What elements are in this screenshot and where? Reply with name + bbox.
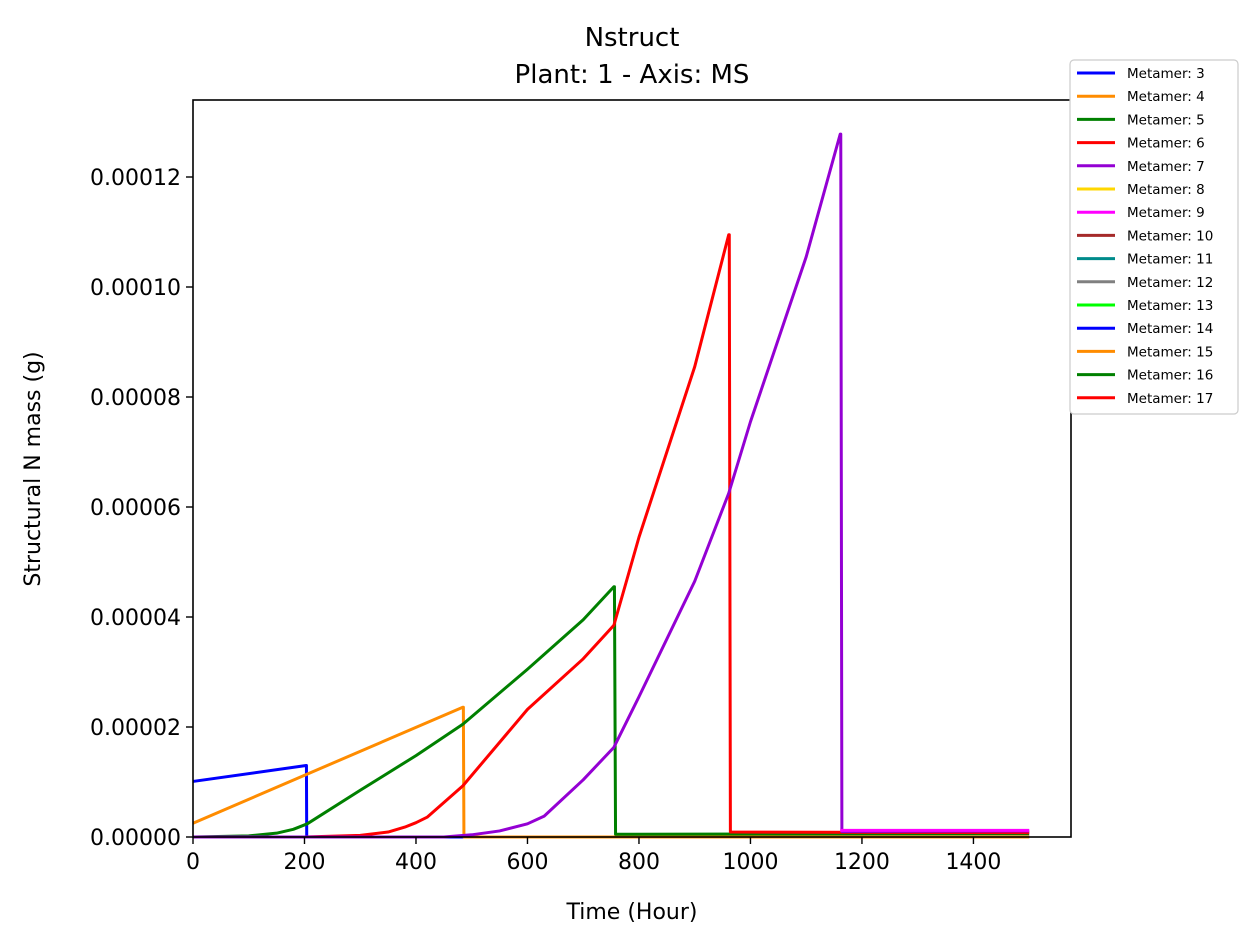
y-tick-label: 0.00006 [90, 496, 181, 521]
x-axis-label: Time (Hour) [566, 900, 698, 925]
legend-box [1069, 59, 1239, 415]
x-tick-label: 200 [283, 850, 325, 875]
legend-label: Metamer: 8 [1127, 182, 1205, 198]
legend-label: Metamer: 16 [1127, 368, 1213, 384]
x-tick-label: 1400 [945, 850, 1001, 875]
x-tick-label: 1200 [834, 850, 890, 875]
x-tick-label: 0 [186, 850, 200, 875]
legend-label: Metamer: 13 [1127, 298, 1213, 314]
plot-frame [192, 99, 1072, 838]
series-layer [192, 132, 1030, 839]
x-tick-label: 600 [506, 850, 548, 875]
y-tick-label: 0.00002 [90, 716, 181, 741]
legend-label: Metamer: 17 [1127, 391, 1213, 407]
chart-subtitle: Plant: 1 - Axis: MS [515, 60, 750, 90]
y-axis-ticks: 0.00000 0.00002 0.00004 0.00006 0.00008 0.000… [90, 166, 193, 851]
legend-label: Metamer: 11 [1127, 252, 1213, 268]
legend-label: Metamer: 10 [1127, 228, 1213, 244]
legend-label: Metamer: 3 [1127, 66, 1205, 82]
legend-label: Metamer: 5 [1127, 112, 1205, 128]
legend-label: Metamer: 15 [1127, 344, 1213, 360]
x-tick-label: 800 [618, 850, 660, 875]
y-tick-label: 0.00000 [90, 826, 181, 851]
legend-label: Metamer: 4 [1127, 89, 1205, 105]
x-axis-ticks: 0 200 400 600 800 1000 1200 1400 [186, 837, 1001, 875]
y-axis-label: Structural N mass (g) [21, 351, 46, 586]
chart-title: Nstruct [585, 23, 680, 53]
series-line-4 [193, 233, 1030, 839]
legend: Metamer: 3 Metamer: 4 Metamer: 5 Metamer: 6… [1069, 59, 1239, 415]
x-tick-label: 400 [395, 850, 437, 875]
series-line-3 [192, 585, 1030, 839]
y-tick-label: 0.00010 [90, 276, 181, 301]
x-tick-label: 1000 [722, 850, 778, 875]
legend-label: Metamer: 12 [1127, 275, 1213, 291]
series-line-1 [192, 764, 1030, 839]
y-tick-label: 0.00004 [90, 606, 181, 631]
y-tick-label: 0.00008 [90, 386, 181, 411]
legend-label: Metamer: 7 [1127, 159, 1205, 175]
legend-label: Metamer: 9 [1127, 205, 1205, 221]
legend-label: Metamer: 14 [1127, 321, 1213, 337]
legend-label: Metamer: 6 [1127, 136, 1205, 152]
series-line-5 [193, 132, 1030, 839]
y-tick-label: 0.00012 [90, 166, 181, 191]
